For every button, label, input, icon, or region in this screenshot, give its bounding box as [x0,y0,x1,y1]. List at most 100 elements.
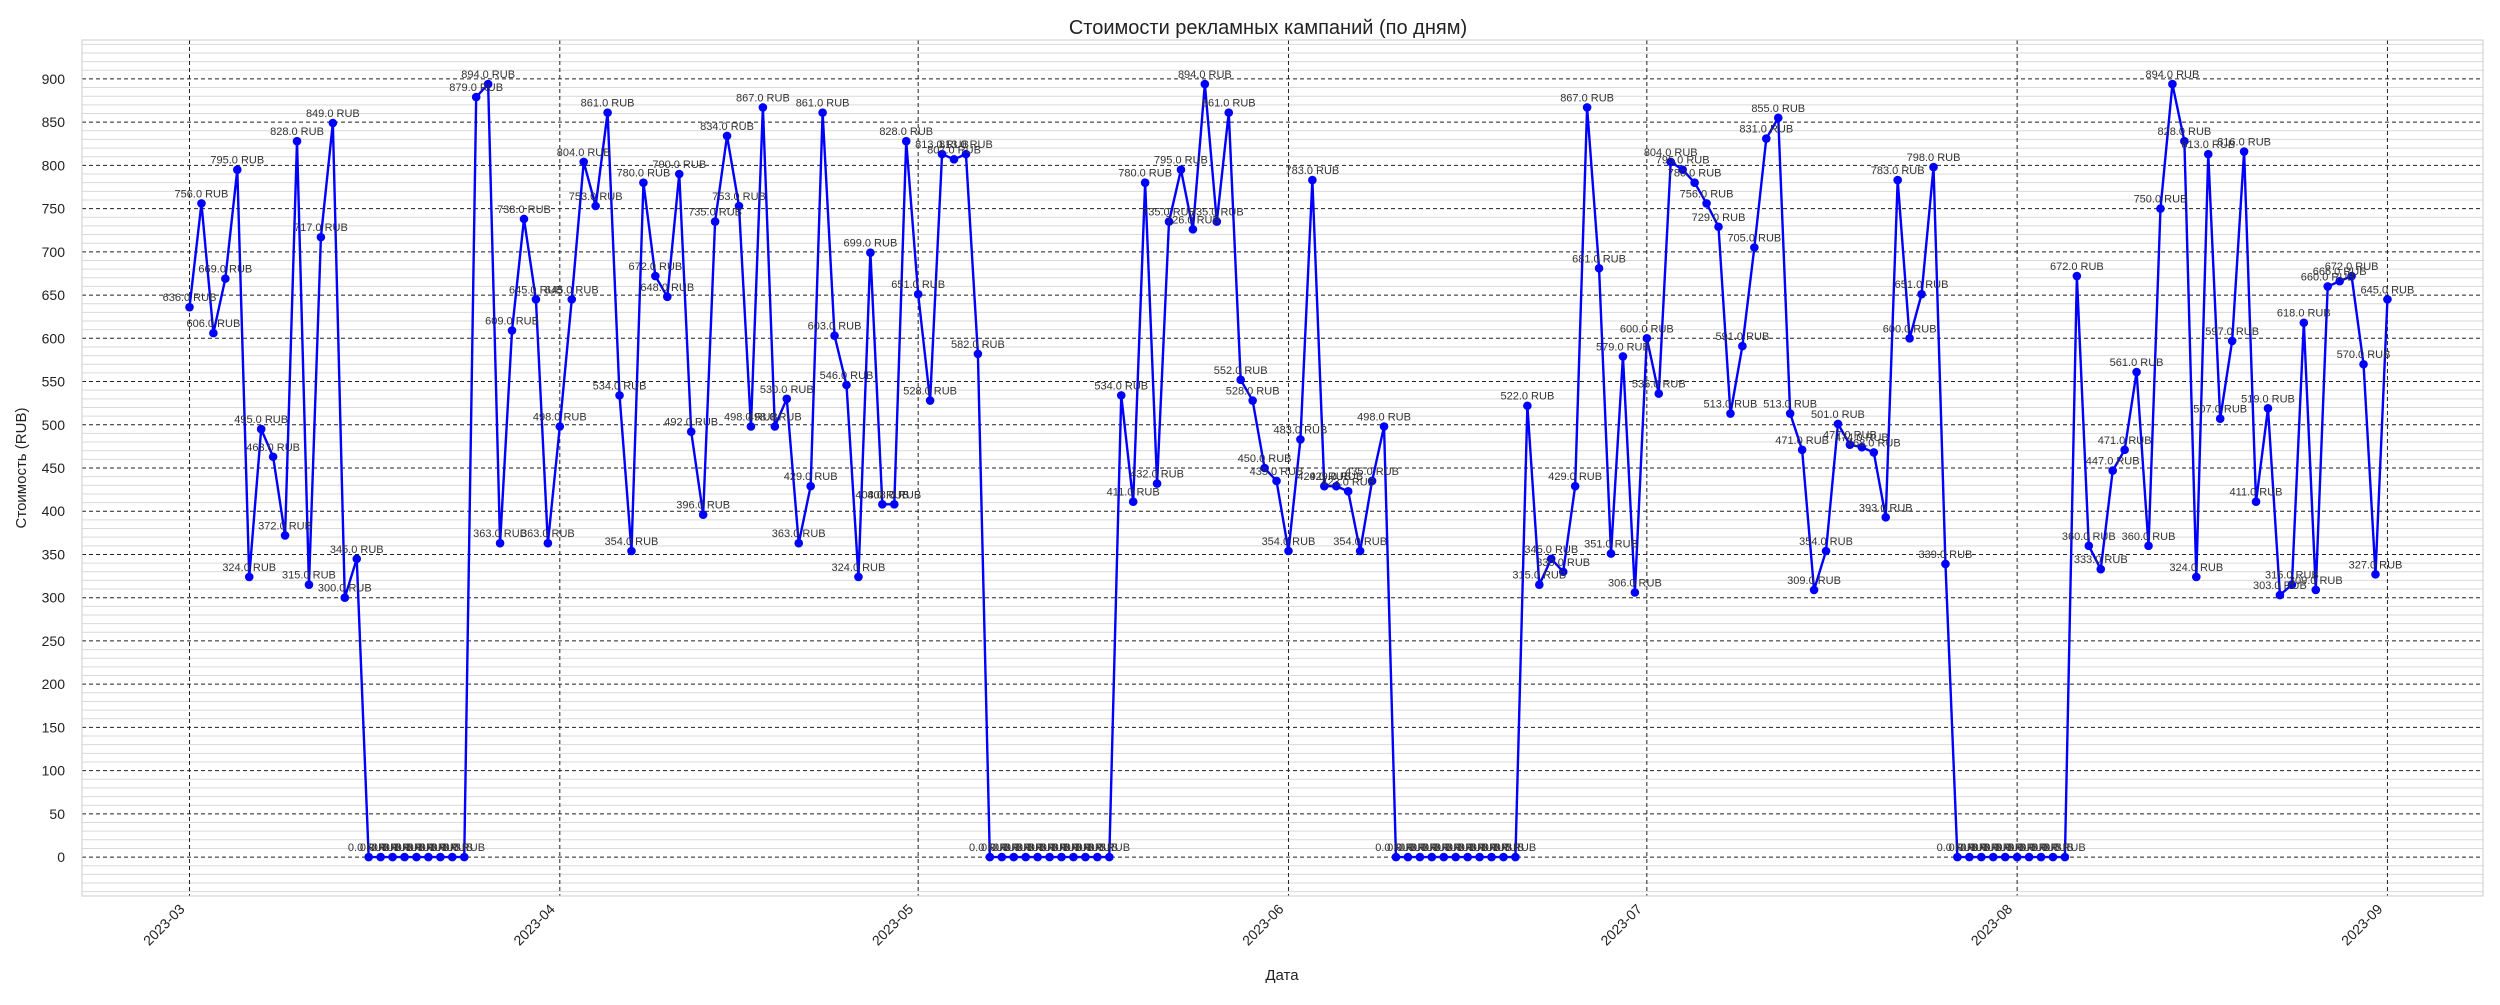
data-point [2263,404,2273,413]
data-point [615,391,624,400]
data-label: 0.0 RUB [1041,842,1083,854]
data-label: 816.0 RUB [2217,137,2271,149]
data-label: 0.0 RUB [1984,842,2026,854]
data-label: 324.0 RUB [832,562,886,574]
data-label: 0.0 RUB [1471,842,1513,854]
data-point [997,852,1007,862]
data-label: 783.0 RUB [1871,165,1925,177]
data-label: 372.0 RUB [258,520,312,532]
data-label: 669.0 RUB [198,264,252,276]
data-point [1200,79,1210,89]
data-point [639,178,648,187]
data-point [1021,852,1030,862]
y-tick-label: 800 [42,157,66,173]
data-point [1367,476,1377,486]
data-point [268,452,278,462]
data-point [400,852,409,862]
data-label: 579.0 RUB [1596,341,1650,353]
data-point [1582,103,1592,112]
data-point [2036,852,2046,862]
data-label: 408.0 RUB [867,489,921,501]
data-label: 603.0 RUB [808,321,862,333]
data-point [1057,852,1066,862]
data-label: 303.0 RUB [2253,580,2307,592]
data-label: 879.0 RUB [449,82,503,94]
data-point [471,92,481,102]
chart-title: Стоимости рекламных кампаний (по дням) [1069,17,1467,39]
data-point [2084,541,2094,551]
data-label: 306.0 RUB [1608,578,1662,590]
data-point [1857,442,1867,452]
y-axis-label: Стоимость (RUB) [13,408,30,529]
data-label: 666.0 RUB [2313,266,2367,278]
data-point [1678,165,1687,174]
data-point [519,214,529,224]
data-label: 0.0 RUB [1017,842,1059,854]
data-point [197,199,206,208]
data-point [603,108,612,117]
data-label: 717.0 RUB [294,222,348,234]
data-label: 606.0 RUB [186,318,240,330]
data-point [1546,554,1556,564]
y-tick-label: 300 [42,590,66,606]
data-point [244,572,254,582]
data-point [782,394,792,404]
data-point [280,531,290,540]
data-point [2275,590,2285,600]
data-label: 0.0 RUB [1949,842,1991,854]
data-label: 600.0 RUB [1620,323,1674,335]
data-point [1391,852,1401,862]
data-label: 530.0 RUB [760,384,814,396]
data-point [388,852,397,862]
plot-frame [81,39,2484,897]
data-point [1809,585,1819,595]
data-label: 681.0 RUB [1572,253,1626,265]
data-point [1869,448,1879,457]
data-point [901,136,911,146]
data-point [2120,445,2129,455]
y-tick-label: 750 [42,201,66,217]
data-point [1331,481,1341,491]
data-point [1750,243,1759,252]
data-point [1570,481,1580,491]
data-label: 0.0 RUB [1447,842,1489,854]
y-tick-label: 100 [42,763,66,779]
data-label: 315.0 RUB [282,570,336,582]
data-label: 600.0 RUB [1883,323,1937,335]
data-point [985,852,995,862]
data-point [854,572,863,582]
data-label: 735.0 RUB [1190,207,1244,219]
data-point [591,201,600,211]
data-point [1941,559,1950,569]
data-point [1164,217,1174,226]
data-label: 396.0 RUB [676,500,730,512]
data-point [1965,852,1974,862]
grid-layer [82,40,2483,896]
data-point [448,852,457,862]
data-point [2371,570,2380,579]
data-point [364,852,373,862]
data-label: 429.0 RUB [1297,471,1351,483]
data-point [2251,497,2261,507]
data-label: 795.0 RUB [1656,155,1710,167]
data-point [2060,852,2070,862]
data-point [1558,567,1568,577]
data-label: 582.0 RUB [951,339,1005,351]
data-label: 435.0 RUB [1250,466,1304,478]
data-point [1594,263,1604,273]
data-point [1355,546,1365,556]
data-label: 339.0 RUB [1919,549,1973,561]
data-label: 345.0 RUB [1524,544,1578,556]
data-point [698,510,708,519]
data-label: 324.0 RUB [222,562,276,574]
data-point [651,271,660,281]
data-label: 699.0 RUB [843,238,897,250]
data-point [1379,422,1389,431]
data-point [2311,585,2321,595]
data-point [1773,113,1783,123]
data-label: 855.0 RUB [1751,103,1805,115]
data-label: 780.0 RUB [617,168,671,180]
data-point [1093,852,1102,862]
data-point [1702,199,1711,208]
